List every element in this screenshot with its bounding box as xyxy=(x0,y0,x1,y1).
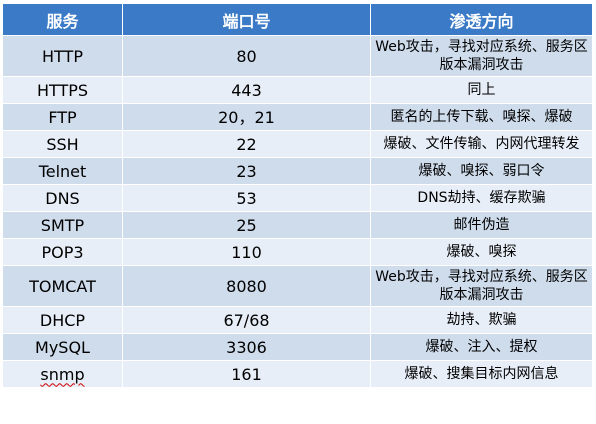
service-cell: MySQL xyxy=(2,333,123,361)
header-direction: 渗透方向 xyxy=(370,3,593,36)
port-cell: 161 xyxy=(122,360,371,388)
service-cell: Telnet xyxy=(2,157,123,185)
service-cell: SSH xyxy=(2,130,123,158)
table-row: MySQL 3306 爆破、注入、提权 xyxy=(2,333,593,361)
table-row: HTTP 80 Web攻击，寻找对应系统、服务区版本漏洞攻击 xyxy=(2,35,593,77)
direction-cell: Web攻击，寻找对应系统、服务区版本漏洞攻击 xyxy=(370,265,593,307)
direction-cell: 爆破、嗅探、弱口令 xyxy=(370,157,593,185)
port-cell: 22 xyxy=(122,130,371,158)
table-row: TOMCAT 8080 Web攻击，寻找对应系统、服务区版本漏洞攻击 xyxy=(2,265,593,307)
service-cell: SMTP xyxy=(2,211,123,239)
direction-cell: Web攻击，寻找对应系统、服务区版本漏洞攻击 xyxy=(370,35,593,77)
direction-cell: 邮件伪造 xyxy=(370,211,593,239)
port-cell: 67/68 xyxy=(122,306,371,334)
table-row: Telnet 23 爆破、嗅探、弱口令 xyxy=(2,157,593,185)
direction-cell: DNS劫持、缓存欺骗 xyxy=(370,184,593,212)
spellcheck-marked-text: snmp xyxy=(40,364,85,384)
service-cell: snmp xyxy=(2,360,123,388)
direction-cell: 爆破、嗅探 xyxy=(370,238,593,266)
header-service: 服务 xyxy=(2,3,123,36)
port-cell: 8080 xyxy=(122,265,371,307)
table-header-row: 服务 端口号 渗透方向 xyxy=(2,3,593,36)
port-table-container: 服务 端口号 渗透方向 HTTP 80 Web攻击，寻找对应系统、服务区版本漏洞… xyxy=(2,3,593,388)
table-row: FTP 20，21 匿名的上传下载、嗅探、爆破 xyxy=(2,103,593,131)
service-cell: DNS xyxy=(2,184,123,212)
direction-cell: 匿名的上传下载、嗅探、爆破 xyxy=(370,103,593,131)
port-cell: 3306 xyxy=(122,333,371,361)
service-cell: DHCP xyxy=(2,306,123,334)
table-row: DNS 53 DNS劫持、缓存欺骗 xyxy=(2,184,593,212)
table-row: SMTP 25 邮件伪造 xyxy=(2,211,593,239)
port-cell: 443 xyxy=(122,76,371,104)
table-row: snmp 161 爆破、搜集目标内网信息 xyxy=(2,360,593,388)
port-cell: 20，21 xyxy=(122,103,371,131)
table-row: SSH 22 爆破、文件传输、内网代理转发 xyxy=(2,130,593,158)
direction-cell: 爆破、注入、提权 xyxy=(370,333,593,361)
service-cell: POP3 xyxy=(2,238,123,266)
direction-cell: 爆破、文件传输、内网代理转发 xyxy=(370,130,593,158)
service-cell: HTTP xyxy=(2,35,123,77)
service-cell: FTP xyxy=(2,103,123,131)
service-cell: HTTPS xyxy=(2,76,123,104)
service-cell: TOMCAT xyxy=(2,265,123,307)
port-cell: 25 xyxy=(122,211,371,239)
table-row: DHCP 67/68 劫持、欺骗 xyxy=(2,306,593,334)
port-cell: 110 xyxy=(122,238,371,266)
direction-cell: 劫持、欺骗 xyxy=(370,306,593,334)
table-row: POP3 110 爆破、嗅探 xyxy=(2,238,593,266)
direction-cell: 爆破、搜集目标内网信息 xyxy=(370,360,593,388)
direction-cell: 同上 xyxy=(370,76,593,104)
port-cell: 23 xyxy=(122,157,371,185)
port-cell: 53 xyxy=(122,184,371,212)
port-service-table: 服务 端口号 渗透方向 HTTP 80 Web攻击，寻找对应系统、服务区版本漏洞… xyxy=(2,3,593,388)
port-cell: 80 xyxy=(122,35,371,77)
table-row: HTTPS 443 同上 xyxy=(2,76,593,104)
header-port: 端口号 xyxy=(122,3,371,36)
